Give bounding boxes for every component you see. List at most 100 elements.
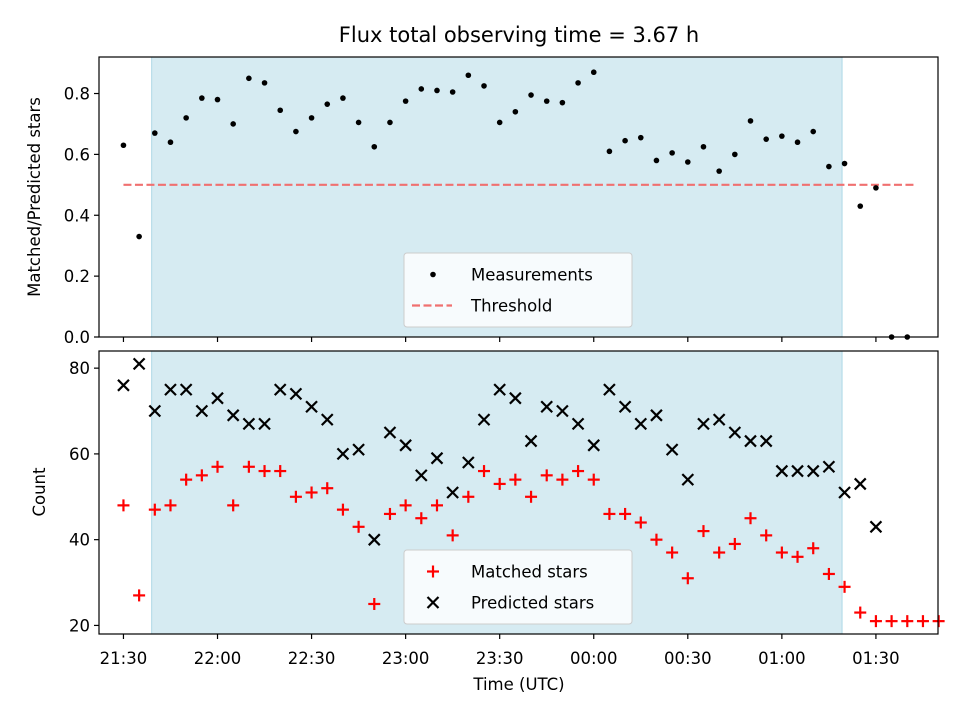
data-point: [242, 460, 255, 473]
data-point: [697, 417, 710, 431]
data-point: [841, 160, 848, 167]
data-point: [368, 597, 381, 610]
series-matched-stars: [117, 460, 945, 628]
data-point: [117, 379, 130, 392]
data-point: [744, 512, 757, 525]
data-point: [289, 490, 302, 503]
data-point: [180, 473, 193, 486]
y-axis-label: Count: [30, 467, 49, 517]
data-point: [418, 86, 425, 92]
data-point: [148, 503, 161, 516]
data-point: [838, 486, 851, 499]
count-panel: 20 40 60 80 21:30 22:00 22:30 23:00 23:30 00:00 00…: [30, 350, 945, 668]
legend-marker: [430, 271, 436, 278]
data-point: [543, 98, 550, 104]
data-point: [211, 391, 224, 405]
legend-label: Measurements: [471, 266, 593, 285]
y-tick-label: 0.8: [64, 85, 90, 104]
data-point: [650, 533, 663, 546]
data-point: [305, 486, 318, 499]
ratio-panel: 0.0 0.2 0.4 0.6 0.8 Matched/Predicted stars Me…: [25, 56, 939, 347]
data-point: [700, 143, 707, 150]
x-tick-label: 22:30: [288, 649, 336, 668]
data-point: [477, 413, 491, 426]
data-point: [779, 133, 785, 139]
data-point: [634, 417, 648, 431]
data-point: [603, 507, 616, 520]
y-tick-label: 80: [69, 359, 90, 378]
data-point: [493, 477, 506, 490]
data-point: [214, 96, 221, 103]
x-tick-label: 23:00: [382, 649, 430, 668]
data-point: [759, 434, 773, 448]
legend-box: [403, 549, 633, 625]
data-point: [320, 413, 334, 426]
data-point: [763, 136, 769, 142]
data-point: [794, 139, 801, 146]
data-point: [195, 404, 209, 418]
axes-frame: [98, 56, 939, 338]
data-point: [622, 137, 628, 144]
data-point: [650, 409, 663, 422]
data-point: [273, 383, 287, 396]
x-tick-label: 01:00: [758, 649, 806, 668]
data-point: [415, 469, 428, 482]
data-point: [367, 533, 381, 546]
data-point: [590, 69, 597, 76]
series-predicted-stars: [117, 357, 883, 546]
data-point: [246, 75, 252, 82]
data-point: [305, 400, 318, 414]
data-point: [619, 507, 632, 520]
data-point: [665, 443, 679, 456]
data-point: [666, 546, 679, 559]
data-point: [496, 119, 503, 126]
data-point: [434, 87, 440, 94]
data-point: [634, 516, 647, 529]
y-tick-label: 40: [69, 531, 90, 550]
data-point: [775, 464, 789, 478]
series-measurements: [120, 69, 911, 340]
data-point: [732, 151, 738, 158]
data-point: [308, 115, 315, 121]
data-point: [822, 460, 836, 474]
data-point: [869, 520, 883, 534]
data-point: [775, 546, 788, 559]
data-point: [509, 473, 522, 486]
data-point: [289, 387, 303, 401]
data-point: [525, 490, 538, 503]
data-point: [618, 400, 632, 414]
y-axis-label: Matched/Predicted stars: [25, 97, 44, 297]
data-point: [324, 101, 331, 107]
data-point: [211, 460, 224, 473]
data-point: [449, 89, 456, 95]
data-point: [712, 413, 726, 426]
x-tick-label: 01:30: [852, 649, 900, 668]
data-point: [869, 615, 882, 628]
data-point: [653, 157, 660, 164]
data-point: [744, 434, 757, 448]
data-point: [728, 537, 741, 550]
data-point: [559, 99, 566, 106]
data-point: [556, 473, 569, 486]
data-point: [120, 142, 127, 149]
data-point: [399, 499, 412, 512]
data-point: [540, 400, 553, 414]
data-point: [901, 615, 914, 628]
data-point: [916, 615, 929, 628]
data-point: [571, 417, 585, 431]
data-point: [355, 119, 362, 126]
data-point: [383, 426, 397, 439]
data-point: [524, 434, 538, 448]
data-point: [195, 469, 208, 482]
data-point: [713, 546, 726, 559]
x-tick-label: 23:30: [476, 649, 524, 668]
data-point: [199, 95, 205, 101]
data-point: [637, 134, 644, 141]
data-point: [371, 143, 378, 150]
data-point: [478, 465, 491, 478]
data-point: [462, 456, 475, 469]
data-point: [402, 98, 409, 104]
chart-title: Flux total observing time = 3.67 h: [339, 23, 699, 47]
data-point: [509, 391, 522, 405]
